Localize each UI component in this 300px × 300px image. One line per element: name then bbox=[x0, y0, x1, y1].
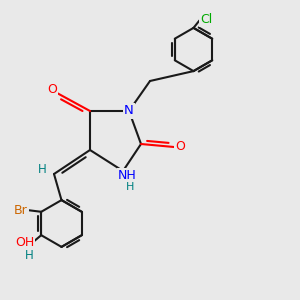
Text: H: H bbox=[25, 249, 34, 262]
Text: OH: OH bbox=[15, 236, 34, 249]
Text: NH: NH bbox=[118, 169, 137, 182]
Text: Cl: Cl bbox=[200, 13, 212, 26]
Text: H: H bbox=[125, 182, 134, 193]
Text: Br: Br bbox=[14, 204, 28, 217]
Text: O: O bbox=[175, 140, 185, 154]
Text: H: H bbox=[38, 163, 46, 176]
Text: N: N bbox=[124, 104, 134, 118]
Text: O: O bbox=[48, 83, 57, 96]
